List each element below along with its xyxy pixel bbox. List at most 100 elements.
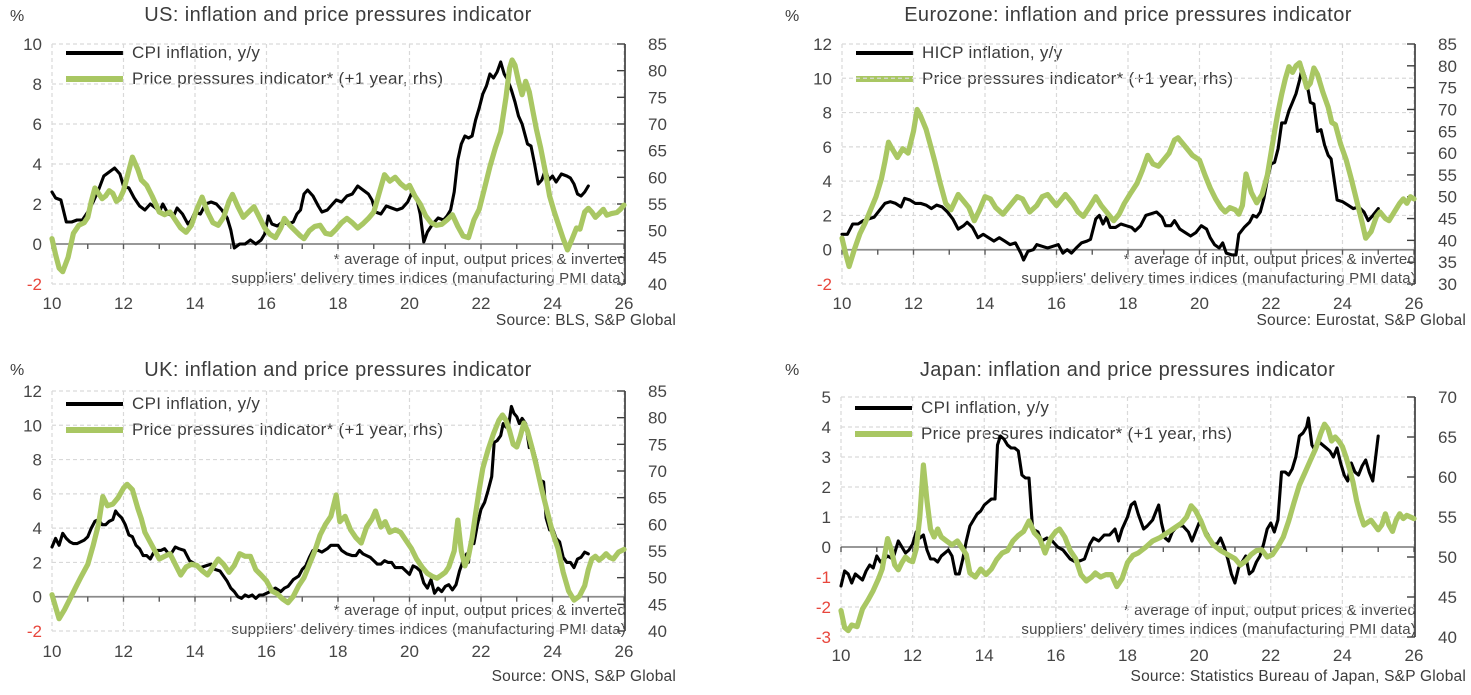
right-axis-tick-label: 75	[648, 88, 667, 107]
x-axis-tick-label: 20	[1190, 646, 1209, 665]
right-axis-tick-label: 40	[1438, 628, 1457, 647]
left-axis-tick-label: 12	[813, 35, 832, 54]
left-axis-tick-label: 4	[822, 418, 831, 437]
price-pressures-series-line	[49, 57, 627, 275]
chart-panel-us: % US: inflation and price pressures indi…	[0, 0, 735, 347]
left-axis-tick-label: 6	[33, 485, 42, 504]
left-axis-tick-label: 6	[33, 115, 42, 134]
x-axis-tick-label: 18	[1118, 646, 1137, 665]
left-axis-unit-label: %	[785, 362, 800, 379]
left-axis-tick-label: -1	[816, 568, 831, 587]
left-axis-tick-label: 0	[33, 588, 42, 607]
chart-legend: CPI inflation, y/y Price pressures indic…	[66, 40, 443, 92]
x-axis-tick-label: 26	[1405, 294, 1424, 313]
x-axis-tick-label: 16	[1047, 294, 1066, 313]
chart-panel-eurozone: % Eurozone: inflation and price pressure…	[735, 0, 1471, 347]
legend-label-cpi: CPI inflation, y/y	[921, 398, 1050, 417]
right-axis-tick-label: 85	[648, 35, 667, 54]
left-axis-tick-label: 0	[33, 235, 42, 254]
inflation-series-line	[50, 404, 590, 600]
left-axis-tick-label: -2	[27, 622, 42, 641]
left-axis-tick-label: 8	[33, 75, 42, 94]
right-axis-tick-label: 70	[648, 462, 667, 481]
right-axis-tick-label: 40	[1438, 231, 1457, 250]
cpi-line-swatch	[855, 406, 912, 410]
left-axis-tick-label: 2	[33, 553, 42, 572]
footnote-line-2: suppliers' delivery times indices (manuf…	[231, 620, 626, 638]
x-axis-tick-label: 20	[400, 294, 419, 313]
x-axis-tick-label: 26	[1405, 646, 1424, 665]
chart-panel-japan: % Japan: inflation and price pressures i…	[735, 347, 1471, 695]
left-axis-tick-label: 4	[33, 519, 42, 538]
right-axis-tick-label: 65	[648, 142, 667, 161]
left-axis-tick-label: -2	[816, 598, 831, 617]
x-axis-tick-label: 10	[832, 646, 851, 665]
x-axis-tick-label: 18	[329, 294, 348, 313]
x-axis-tick-label: 12	[904, 294, 923, 313]
ppi-line-swatch	[66, 427, 123, 433]
x-axis-tick-label: 22	[472, 642, 491, 661]
x-axis-tick-label: 20	[1190, 294, 1209, 313]
chart-title: UK: inflation and price pressures indica…	[144, 359, 532, 381]
cpi-line-swatch	[66, 402, 123, 406]
right-axis-tick-label: 75	[648, 435, 667, 454]
legend-item-cpi: CPI inflation, y/y	[855, 395, 1232, 421]
price-pressures-series-line	[838, 421, 1417, 634]
legend-item-cpi: CPI inflation, y/y	[66, 391, 443, 417]
left-axis-tick-label: 10	[23, 35, 42, 54]
right-axis-tick-label: 75	[1438, 79, 1457, 98]
cpi-line-swatch	[66, 51, 123, 55]
right-axis-tick-label: 60	[1438, 468, 1457, 487]
ppi-line-swatch	[855, 431, 912, 437]
source-label: Source: ONS, S&P Global	[491, 668, 676, 685]
left-axis-tick-label: -2	[817, 275, 832, 294]
footnote-line-1: * average of input, output prices & inve…	[333, 602, 626, 619]
legend-item-cpi: CPI inflation, y/y	[66, 40, 443, 66]
left-axis-tick-label: 2	[33, 195, 42, 214]
price-pressures-series-line	[49, 412, 627, 622]
source-label: Source: Eurostat, S&P Global	[1256, 312, 1466, 329]
x-axis-tick-label: 22	[1262, 294, 1281, 313]
right-axis-tick-label: 55	[648, 195, 667, 214]
cpi-line-swatch	[856, 51, 913, 55]
x-axis-tick-label: 18	[1119, 294, 1138, 313]
left-axis-tick-label: 0	[822, 538, 831, 557]
right-axis-tick-label: 60	[648, 515, 667, 534]
legend-item-cpi: HICP inflation, y/y	[856, 40, 1233, 66]
legend-label-ppi: Price pressures indicator* (+1 year, rhs…	[132, 69, 444, 88]
legend-item-ppi: Price pressures indicator* (+1 year, rhs…	[66, 66, 443, 92]
left-axis-tick-label: 10	[813, 69, 832, 88]
x-axis-tick-label: 14	[186, 294, 205, 313]
left-axis-tick-label: 8	[33, 451, 42, 470]
chart-title: Eurozone: inflation and price pressures …	[904, 4, 1352, 26]
right-axis-tick-label: 70	[1438, 100, 1457, 119]
chart-title: Japan: inflation and price pressures ind…	[919, 359, 1336, 381]
left-axis-unit-label: %	[10, 8, 25, 25]
right-axis-tick-label: 70	[1438, 388, 1457, 407]
right-axis-tick-label: 80	[1438, 57, 1457, 76]
right-axis-tick-label: 45	[1438, 210, 1457, 229]
x-axis-tick-label: 10	[43, 294, 62, 313]
x-axis-tick-label: 18	[329, 642, 348, 661]
left-axis-tick-label: 4	[823, 172, 832, 191]
x-axis-tick-label: 24	[1333, 646, 1352, 665]
x-axis-tick-label: 10	[833, 294, 852, 313]
right-axis-tick-label: 85	[1438, 35, 1457, 54]
left-axis-tick-label: 2	[823, 206, 832, 225]
x-axis-tick-label: 24	[1333, 294, 1352, 313]
x-axis-tick-label: 12	[903, 646, 922, 665]
right-axis-tick-label: 45	[648, 595, 667, 614]
right-axis-tick-label: 50	[1438, 548, 1457, 567]
right-axis-tick-label: 80	[648, 409, 667, 428]
x-axis-tick-label: 12	[114, 294, 133, 313]
left-axis-unit-label: %	[10, 362, 25, 379]
footnote-line-2: suppliers' delivery times indices (manuf…	[1021, 269, 1416, 287]
footnote: * average of input, output prices & inve…	[231, 602, 626, 639]
left-axis-tick-label: 5	[822, 388, 831, 407]
right-axis-tick-label: 50	[648, 222, 667, 241]
x-axis-tick-label: 20	[400, 642, 419, 661]
inflation-series-line	[840, 66, 1380, 262]
legend-label-ppi: Price pressures indicator* (+1 year, rhs…	[922, 69, 1234, 88]
